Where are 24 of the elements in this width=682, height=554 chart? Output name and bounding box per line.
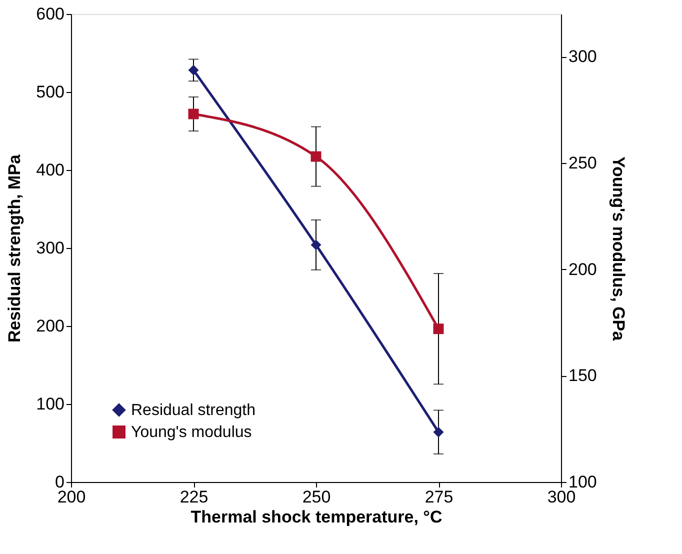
y-axis-title: Residual strength, MPa [5, 154, 24, 342]
y-tick-label: 500 [36, 82, 64, 102]
y-tick-label: 100 [36, 394, 64, 414]
point [433, 426, 444, 438]
legend-label: Young's modulus [131, 424, 252, 441]
point [433, 324, 444, 334]
y2-tick-label: 300 [568, 47, 597, 66]
y-tick-label: 600 [36, 4, 64, 24]
x-tick-label: 225 [180, 488, 208, 506]
x-tick-label: 275 [424, 488, 454, 506]
y2-tick-label: 250 [568, 153, 597, 172]
point [188, 108, 199, 120]
legend-label: Residual strength [131, 402, 256, 419]
y-tick-label: 200 [36, 316, 64, 336]
point [188, 64, 199, 76]
x-axis-title: Thermal shock temperature, °C [190, 508, 442, 526]
point [310, 151, 322, 162]
y2-tick-label: 150 [568, 366, 597, 386]
point [310, 240, 322, 250]
y2-axis-title: Young's modulus, GPa [608, 156, 628, 342]
y-tick-label: 400 [36, 160, 64, 180]
y-tick-label: 300 [36, 238, 64, 258]
y2-tick-label: 200 [568, 260, 597, 279]
x-tick-label: 250 [302, 488, 331, 506]
